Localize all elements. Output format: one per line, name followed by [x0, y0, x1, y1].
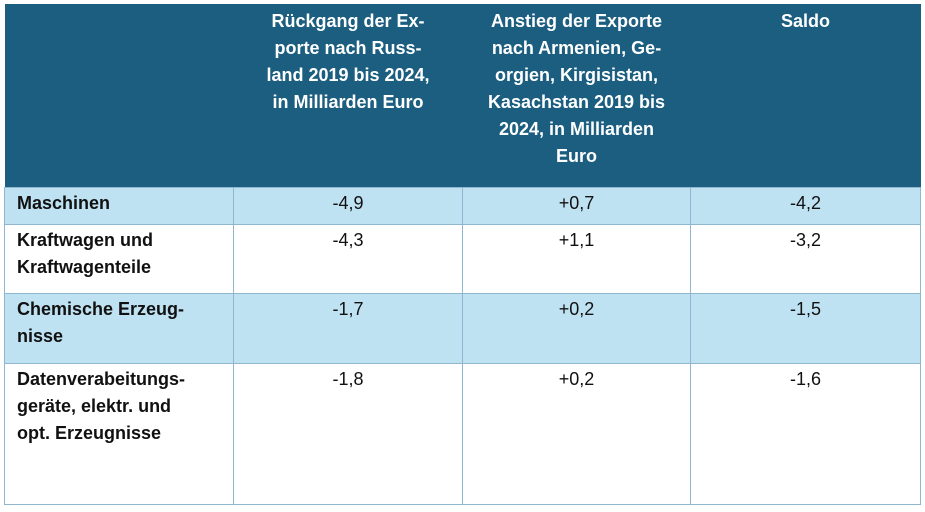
row-label: Maschinen: [4, 186, 234, 225]
table-header: Rückgang der Ex-porte nach Russ-land 201…: [4, 4, 921, 187]
header-row: Rückgang der Ex-porte nach Russ-land 201…: [4, 4, 921, 187]
table-body: Maschinen -4,9 +0,7 -4,2 Kraftwagen und K…: [4, 186, 921, 505]
header-saldo: Saldo: [690, 4, 921, 187]
cell-saldo: -3,2: [690, 223, 921, 294]
table-row: Datenverabeitungs-geräte, elektr. und opt…: [4, 362, 921, 505]
row-label: Datenverabeitungs-geräte, elektr. und opt…: [4, 362, 234, 505]
cell-saldo: -1,6: [690, 362, 921, 505]
row-label: Chemische Erzeug-nisse: [4, 292, 234, 364]
table-row: Chemische Erzeug-nisse -1,7 +0,2 -1,5: [4, 292, 921, 364]
cell-increase-other: +0,2: [462, 362, 691, 505]
header-increase-other-countries: Anstieg der Exporte nach Armenien, Ge-org…: [462, 4, 691, 187]
cell-decline-russia: -4,9: [233, 186, 463, 225]
cell-increase-other: +0,7: [462, 186, 691, 225]
cell-increase-other: +0,2: [462, 292, 691, 364]
cell-decline-russia: -1,8: [233, 362, 463, 505]
cell-saldo: -1,5: [690, 292, 921, 364]
cell-increase-other: +1,1: [462, 223, 691, 294]
table-row: Kraftwagen und Kraftwagenteile -4,3 +1,1 …: [4, 223, 921, 294]
cell-decline-russia: -1,7: [233, 292, 463, 364]
row-label: Kraftwagen und Kraftwagenteile: [4, 223, 234, 294]
export-comparison-table: Rückgang der Ex-porte nach Russ-land 201…: [4, 4, 921, 505]
table-row: Maschinen -4,9 +0,7 -4,2: [4, 186, 921, 225]
cell-saldo: -4,2: [690, 186, 921, 225]
cell-decline-russia: -4,3: [233, 223, 463, 294]
header-blank-cell: [4, 4, 234, 187]
header-decline-russia: Rückgang der Ex-porte nach Russ-land 201…: [233, 4, 463, 187]
